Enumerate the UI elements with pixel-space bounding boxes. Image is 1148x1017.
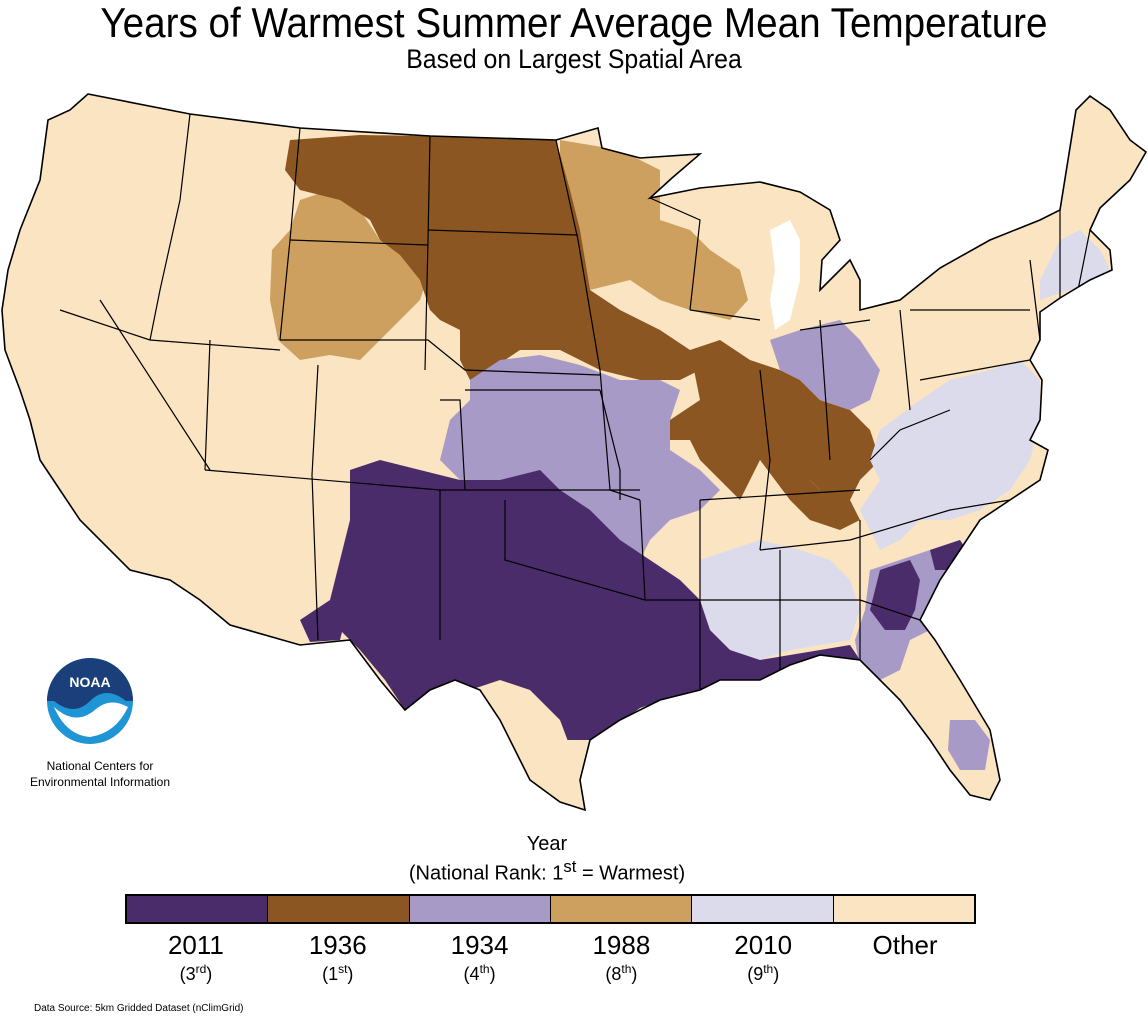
region-1936-northern-plains xyxy=(285,135,700,380)
legend-rank: (4th) xyxy=(463,962,496,984)
legend-rank: (3rd) xyxy=(179,962,213,984)
legend-year: 2011 xyxy=(167,930,224,960)
region-1936-ohio-valley xyxy=(760,460,860,530)
legend-swatch-1934 xyxy=(409,896,551,922)
org-name-line2: Environmental Information xyxy=(29,775,171,789)
noaa-logo-gull xyxy=(54,702,128,737)
noaa-logo-top xyxy=(47,658,133,709)
region-1988-minnesota xyxy=(560,140,748,320)
data-source: Data Source: 5km Gridded Dataset (nClimG… xyxy=(34,1003,244,1014)
legend-color-bar xyxy=(125,894,976,924)
region-2010-east xyxy=(860,360,1040,550)
region-1934-indiana-ohio xyxy=(770,320,880,410)
noaa-logo-text: NOAA xyxy=(69,674,110,690)
region-other-great-lakes-water xyxy=(770,220,800,330)
legend-labels: 2011 (3rd) 1936 (1st) 1934 (4th) 1988 (8… xyxy=(125,931,976,984)
region-1934-florida-spots xyxy=(948,720,990,770)
state-borders xyxy=(59,113,1091,690)
page-subtitle: Based on Largest Spatial Area xyxy=(406,44,742,74)
legend-year: 1988 xyxy=(592,930,651,960)
legend-subtitle: (National Rank: 1st = Warmest) xyxy=(408,857,686,885)
legend-rank: (1st) xyxy=(322,962,354,984)
org-name-line1: National Centers for xyxy=(46,759,154,773)
legend-item-1934: 1934 (4th) xyxy=(409,931,551,984)
legend-title: Year xyxy=(526,833,568,855)
region-2011-arizona-edge xyxy=(300,600,345,642)
noaa-logo: NOAA xyxy=(47,658,133,744)
region-1988-montana-wyoming xyxy=(270,190,430,360)
legend-rank: (8th) xyxy=(605,962,638,984)
legend-item-other: Other xyxy=(834,931,976,984)
region-2011-southern-plains xyxy=(330,460,860,740)
legend-swatch-1936 xyxy=(268,896,410,922)
legend-item-1936: 1936 (1st) xyxy=(267,931,409,984)
legend-year: 1934 xyxy=(450,930,509,960)
page-title: Years of Warmest Summer Average Mean Tem… xyxy=(100,0,1048,46)
us-map xyxy=(1,93,1147,811)
legend-swatch-2011 xyxy=(127,896,269,922)
legend-item-2010: 2010 (9th) xyxy=(692,931,834,984)
legend-year: 2010 xyxy=(734,930,793,960)
region-1936-midwest xyxy=(670,340,880,500)
legend-year: 1936 xyxy=(308,930,367,960)
region-1934-central-plains xyxy=(440,355,720,570)
region-2011-georgia xyxy=(870,560,920,630)
legend-swatch-other xyxy=(833,896,974,922)
legend-rank: (9th) xyxy=(747,962,780,984)
legend-item-2011: 2011 (3rd) xyxy=(125,931,267,984)
legend-year: Other xyxy=(872,930,938,960)
org-name: National Centers for Environmental Infor… xyxy=(14,758,186,790)
legend-item-1988: 1988 (8th) xyxy=(550,931,692,984)
legend-swatch-1988 xyxy=(550,896,693,922)
legend-swatch-2010 xyxy=(692,896,834,922)
region-other-south-texas xyxy=(470,680,585,810)
